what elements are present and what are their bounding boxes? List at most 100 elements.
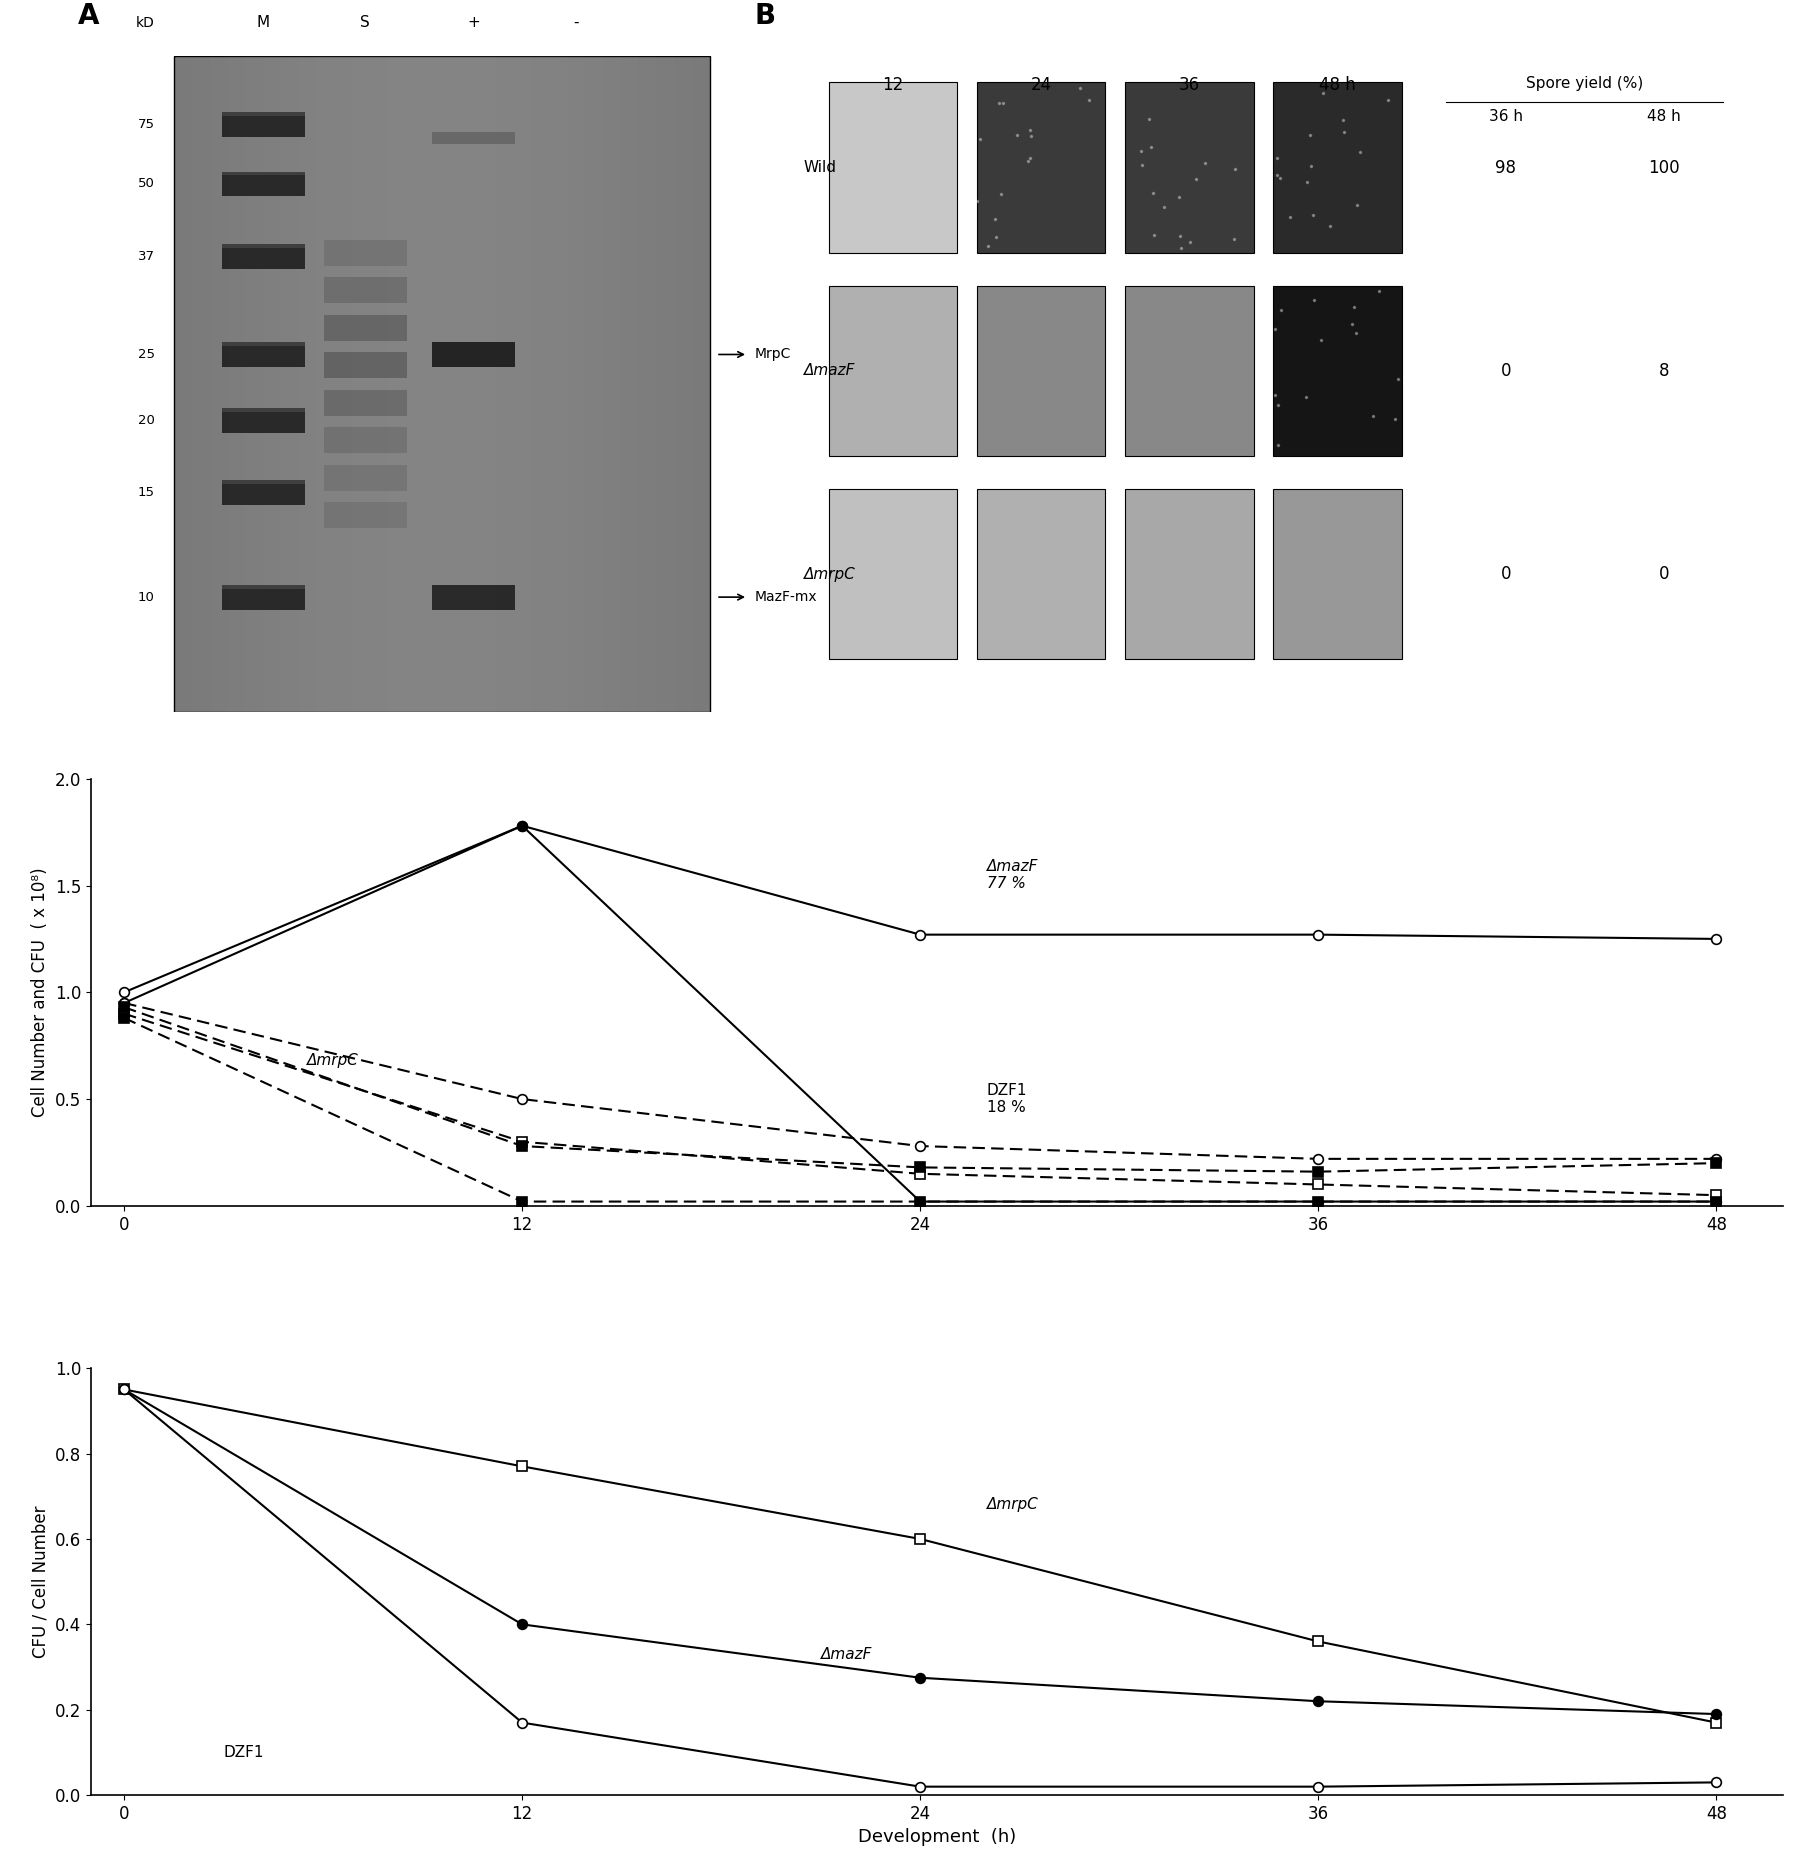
Text: 0: 0 [1501,363,1512,380]
Text: 8: 8 [1659,363,1670,380]
Text: 0: 0 [1659,565,1670,583]
Bar [513,56,531,712]
Bar [175,56,191,712]
Text: DZF1: DZF1 [224,1745,264,1760]
Bar [335,56,353,712]
Text: S: S [360,15,369,30]
Text: 36: 36 [1179,77,1201,94]
Bar [209,56,227,712]
Text: 0: 0 [1501,565,1512,583]
Text: kD: kD [136,15,155,30]
Bar [478,56,495,712]
Text: 37: 37 [138,249,155,262]
Bar [568,56,584,712]
Bar [353,56,371,712]
Bar [222,172,304,176]
Text: 10: 10 [138,591,155,604]
Text: 12: 12 [882,77,904,94]
Bar [424,56,442,712]
Bar [442,56,460,712]
Text: B: B [755,2,775,30]
Bar [222,408,304,432]
Text: Wild: Wild [804,161,837,176]
Text: MazF-mx: MazF-mx [755,591,817,604]
Text: ΔmazF: ΔmazF [820,1647,871,1662]
Text: 15: 15 [138,486,155,499]
Text: ΔmrpC: ΔmrpC [307,1053,358,1068]
Bar [675,56,691,712]
Bar [638,56,657,712]
Bar [620,56,638,712]
Bar [1126,286,1253,456]
Text: ΔmazF: ΔmazF [804,363,855,378]
Bar [324,464,407,490]
Text: ΔmrpC: ΔmrpC [804,567,855,582]
Bar [222,342,304,367]
Text: 36 h: 36 h [1488,108,1523,123]
Text: 20: 20 [138,413,155,426]
Bar [264,56,282,712]
Bar [324,501,407,527]
Bar [1273,82,1402,252]
Bar [222,243,304,269]
Bar [298,56,317,712]
Text: 98: 98 [1495,159,1517,176]
Bar [584,56,602,712]
Bar [222,408,304,411]
Text: 100: 100 [1648,159,1679,176]
Bar [246,56,264,712]
Text: M: M [256,15,269,30]
Text: -: - [573,15,578,30]
Bar [222,585,304,589]
Bar [324,239,407,266]
Text: 50: 50 [138,178,155,191]
Bar [549,56,568,712]
Bar [222,243,304,247]
Bar [657,56,675,712]
Bar [324,426,407,453]
Bar [1273,488,1402,660]
Bar [977,82,1106,252]
Text: DZF1
18 %: DZF1 18 % [986,1083,1028,1115]
Bar [222,585,304,610]
Bar [387,56,406,712]
Bar [406,56,424,712]
Text: ΔmazF
77 %: ΔmazF 77 % [986,858,1039,890]
Bar [531,56,549,712]
Text: 25: 25 [138,348,155,361]
Bar [222,342,304,346]
Y-axis label: CFU / Cell Number: CFU / Cell Number [31,1505,49,1659]
Text: MrpC: MrpC [755,348,791,361]
Bar [495,56,513,712]
Bar [433,131,515,144]
Bar [1273,286,1402,456]
Text: 48 h: 48 h [1319,77,1357,94]
Bar [1126,488,1253,660]
Bar [222,112,304,137]
Bar [317,56,335,712]
Bar [371,56,387,712]
Text: +: + [467,15,480,30]
Bar [175,56,709,712]
Text: 48 h: 48 h [1646,108,1681,123]
Text: A: A [78,2,100,30]
Bar [602,56,620,712]
Bar [222,481,304,484]
Text: ΔmrpC: ΔmrpC [986,1498,1039,1513]
Bar [433,342,515,367]
Bar [222,112,304,116]
Bar [324,314,407,340]
Text: 75: 75 [138,118,155,131]
Bar [324,389,407,415]
Bar [828,488,957,660]
Bar [828,82,957,252]
Bar [324,277,407,303]
X-axis label: Development  (h): Development (h) [859,1829,1015,1846]
Bar [828,286,957,456]
Bar [282,56,298,712]
Text: 24: 24 [1031,77,1051,94]
Bar [227,56,246,712]
Bar [324,352,407,378]
Bar [191,56,209,712]
Bar [691,56,709,712]
